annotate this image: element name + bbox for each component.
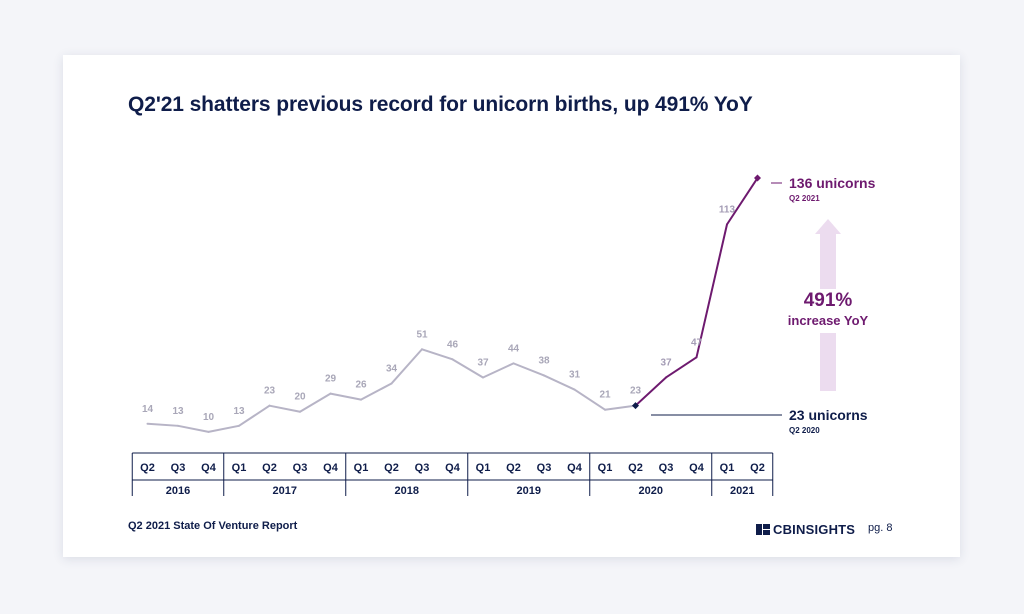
series-segment <box>390 348 423 385</box>
year-label: 2021 <box>730 485 754 497</box>
data-label: 38 <box>538 355 550 366</box>
quarter-tick-label: Q1 <box>720 462 735 474</box>
quarter-tick-label: Q2 <box>262 462 277 474</box>
quarter-tick-label: Q4 <box>445 462 461 474</box>
series-segment <box>634 376 667 407</box>
year-label: 2016 <box>166 485 190 497</box>
quarter-tick-label: Q4 <box>567 462 583 474</box>
increase-label: increase YoY <box>788 313 869 328</box>
quarter-tick-label: Q3 <box>659 462 674 474</box>
start-period-label: Q2 2020 <box>789 426 820 435</box>
data-label: 21 <box>599 390 611 401</box>
end-period-label: Q2 2021 <box>789 194 820 203</box>
increase-value: 491% <box>804 290 853 311</box>
series-segment <box>573 388 606 411</box>
data-label: 23 <box>264 386 276 397</box>
quarter-tick-label: Q3 <box>171 462 186 474</box>
quarter-tick-label: Q3 <box>415 462 430 474</box>
slide-card <box>63 55 960 557</box>
data-label: 44 <box>508 343 520 354</box>
start-point-marker <box>632 402 639 410</box>
series-segment <box>329 392 362 401</box>
series-segment <box>207 424 240 433</box>
quarter-tick-label: Q2 <box>384 462 399 474</box>
series-segment <box>695 223 728 359</box>
data-label: 47 <box>691 337 703 348</box>
year-label: 2020 <box>639 485 663 497</box>
series-segment <box>512 362 545 377</box>
data-label: 14 <box>142 404 154 415</box>
data-label: 113 <box>719 204 736 215</box>
series-segment <box>146 422 179 427</box>
data-label: 37 <box>477 357 489 368</box>
end-value-label: 136 unicorns <box>789 175 876 191</box>
series-segment <box>665 356 698 379</box>
quarter-tick-label: Q2 <box>628 462 643 474</box>
page-title: Q2'21 shatters previous record for unico… <box>128 93 753 116</box>
data-label: 31 <box>569 370 581 381</box>
series-segment <box>360 382 393 401</box>
series-segment <box>299 392 332 413</box>
brand-name: CBINSIGHTS <box>773 521 856 537</box>
data-label: 20 <box>294 392 306 403</box>
data-label: 37 <box>660 357 672 368</box>
quarter-tick-label: Q2 <box>140 462 155 474</box>
series-segment <box>268 404 301 413</box>
data-label: 29 <box>325 374 337 385</box>
data-label: 13 <box>233 406 245 417</box>
series-segment <box>451 358 484 379</box>
data-label: 10 <box>203 412 215 423</box>
series-segment <box>726 177 759 226</box>
quarter-tick-label: Q4 <box>323 462 339 474</box>
data-label: 46 <box>447 339 459 350</box>
page-number: pg. 8 <box>868 522 893 534</box>
year-label: 2018 <box>395 485 419 497</box>
cb-logo-icon <box>756 523 770 535</box>
quarter-tick-label: Q3 <box>537 462 552 474</box>
data-label: 34 <box>386 364 398 375</box>
quarter-tick-label: Q4 <box>201 462 217 474</box>
quarter-tick-label: Q4 <box>689 462 705 474</box>
quarter-tick-label: Q1 <box>354 462 369 474</box>
year-label: 2017 <box>273 485 297 497</box>
data-label: 51 <box>416 329 428 340</box>
series-segment <box>177 424 210 433</box>
quarter-tick-label: Q1 <box>232 462 247 474</box>
data-label: 26 <box>355 380 367 391</box>
quarter-tick-label: Q1 <box>476 462 491 474</box>
series-segment <box>543 374 576 391</box>
series-segment <box>604 404 637 411</box>
series-segment <box>238 404 271 427</box>
increase-arrow <box>815 219 841 391</box>
cb-insights-logo: CBINSIGHTS <box>756 521 855 537</box>
quarter-tick-label: Q2 <box>506 462 521 474</box>
series-segment <box>421 348 454 361</box>
quarter-tick-label: Q2 <box>750 462 765 474</box>
start-value-label: 23 unicorns <box>789 407 868 423</box>
year-label: 2019 <box>517 485 541 497</box>
data-label: 13 <box>172 406 184 417</box>
quarter-tick-label: Q3 <box>293 462 308 474</box>
report-name: Q2 2021 State Of Venture Report <box>128 520 298 532</box>
data-label: 23 <box>630 386 642 397</box>
quarter-tick-label: Q1 <box>598 462 613 474</box>
end-point-marker <box>754 174 761 182</box>
series-segment <box>482 362 515 379</box>
